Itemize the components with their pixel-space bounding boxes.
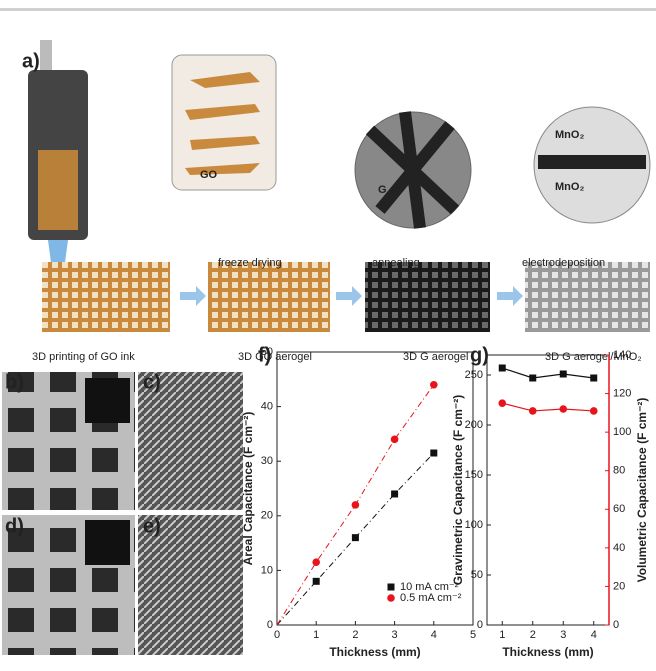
block — [365, 262, 490, 332]
y-tick-label: 10 — [261, 564, 273, 576]
fibers — [365, 111, 460, 229]
y2-tick-label: 20 — [613, 580, 625, 592]
block — [42, 262, 170, 332]
arrow — [336, 286, 362, 306]
x-tick-label: 2 — [530, 629, 536, 641]
y2-tick-label: 120 — [613, 387, 631, 399]
data-point — [430, 380, 438, 389]
data-point — [312, 558, 321, 567]
data-point — [589, 407, 598, 415]
legend-marker — [387, 583, 395, 591]
x-tick-label: 0 — [274, 629, 280, 641]
schematic — [28, 40, 651, 332]
inset-photo — [85, 520, 130, 565]
y2-tick-label: 100 — [613, 426, 631, 438]
y-tick-label: 0 — [267, 619, 273, 631]
y2-tick-label: 80 — [613, 465, 625, 477]
top-rule — [0, 8, 656, 11]
step-label: annealing — [372, 257, 420, 269]
x-tick-label: 4 — [591, 629, 597, 641]
y2-tick-label: 0 — [613, 619, 619, 631]
panel-label: a) — [22, 50, 40, 72]
data-point — [312, 577, 320, 585]
x-tick-label: 4 — [431, 629, 437, 641]
data-point — [559, 370, 567, 378]
inset-label: MnO₂ — [555, 181, 584, 193]
x-axis-label: Thickness (mm) — [329, 645, 420, 659]
panel-label: c) — [143, 371, 161, 393]
y-axis-label: Gravimetric Capacitance (F cm⁻²) — [451, 395, 465, 585]
plot-frame — [276, 351, 474, 626]
inset-label: GO — [200, 169, 218, 181]
inset-photo — [85, 378, 130, 423]
x-tick-label: 1 — [499, 629, 505, 641]
y-tick-label: 0 — [477, 619, 483, 631]
y2-axis-label: Volumetric Capacitance (F cm⁻²) — [635, 398, 649, 583]
y-tick-label: 150 — [465, 469, 483, 481]
data-point — [351, 534, 359, 542]
y-tick-label: 250 — [465, 369, 483, 381]
data-point — [559, 405, 568, 413]
stage-label: 3D G aerogel/MnO₂ — [545, 351, 642, 363]
data-point — [529, 374, 537, 382]
step-label: freeze drying — [218, 257, 282, 269]
y-tick-label: 20 — [261, 510, 273, 522]
x-axis-label: Thickness (mm) — [502, 645, 593, 659]
data-point — [590, 374, 598, 382]
inset — [171, 54, 277, 191]
y2-tick-label: 40 — [613, 542, 625, 554]
plot-frame — [486, 354, 610, 626]
y2-tick-label: 60 — [613, 503, 625, 515]
stage-label: 3D printing of GO ink — [32, 351, 135, 363]
x-tick-label: 2 — [352, 629, 358, 641]
series-line — [502, 402, 594, 412]
block — [525, 262, 650, 332]
y-tick-label: 40 — [261, 401, 273, 413]
y2-tick-label: 140 — [613, 349, 631, 361]
data-point — [391, 490, 399, 498]
y-tick-label: 50 — [261, 346, 273, 358]
series-line — [502, 367, 594, 379]
y-tick-label: 200 — [465, 419, 483, 431]
data-point — [390, 435, 399, 444]
plunger — [40, 40, 52, 70]
step-label: electrodeposition — [522, 257, 605, 269]
y-tick-label: 30 — [261, 455, 273, 467]
y-tick-label: 50 — [471, 569, 483, 581]
data-point — [351, 501, 360, 509]
data-point — [528, 407, 537, 415]
block — [208, 262, 330, 332]
stage-label: 3D GO aerogel — [238, 351, 312, 363]
data-point — [430, 449, 438, 457]
x-tick-label: 5 — [470, 629, 476, 641]
panel-label: g) — [470, 344, 489, 366]
panel-label: d) — [5, 515, 24, 537]
x-tick-label: 3 — [392, 629, 398, 641]
data-point — [498, 364, 506, 372]
panel-label: f) — [258, 344, 271, 366]
legend-label: 10 mA cm⁻² — [400, 581, 459, 593]
y-axis-label: Areal Capacitance (F cm⁻²) — [241, 412, 255, 566]
legend-marker — [387, 594, 395, 602]
y-tick-label: 100 — [465, 519, 483, 531]
sem-image — [138, 372, 243, 510]
data-point — [498, 399, 507, 408]
stage-label: 3D G aerogel — [403, 351, 468, 363]
panel-label: b) — [5, 371, 24, 393]
sheets — [185, 72, 260, 175]
inset-label: G — [378, 184, 387, 196]
arrow — [497, 286, 523, 306]
x-tick-label: 1 — [313, 629, 319, 641]
arrow — [180, 286, 206, 306]
legend-label: 0.5 mA cm⁻² — [400, 592, 462, 604]
inset-label: MnO₂ — [555, 129, 584, 141]
sem-image — [138, 515, 243, 655]
panel-label: e) — [143, 515, 161, 537]
fiber — [538, 155, 646, 169]
ink — [38, 150, 78, 230]
x-tick-label: 3 — [560, 629, 566, 641]
inset-label: G — [556, 156, 565, 168]
